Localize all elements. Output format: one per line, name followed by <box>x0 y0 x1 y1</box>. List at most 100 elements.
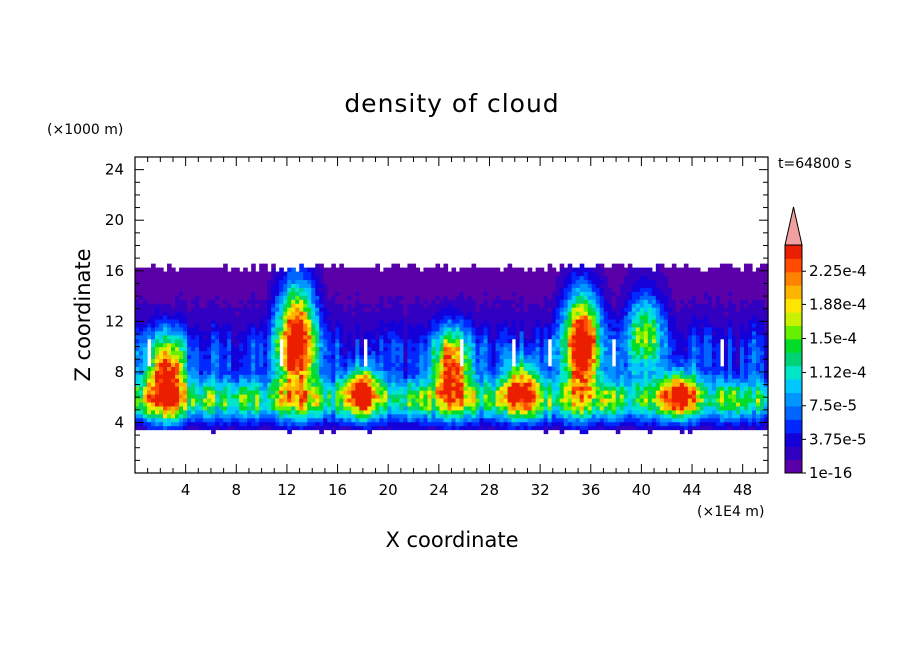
heatmap-cell <box>243 354 248 360</box>
heatmap-cell <box>507 425 513 431</box>
heatmap-cell <box>287 366 292 371</box>
heatmap-cell <box>295 334 300 340</box>
heatmap-cell <box>363 409 368 415</box>
heatmap-cell <box>379 354 384 360</box>
heatmap-cell <box>143 397 148 403</box>
heatmap-cell <box>275 358 280 363</box>
heatmap-cell <box>151 330 156 336</box>
heatmap-cell <box>139 275 144 281</box>
heatmap-cell <box>499 338 505 344</box>
heatmap-cell <box>403 267 409 273</box>
heatmap-cell <box>311 311 316 316</box>
heatmap-cell <box>363 378 368 383</box>
heatmap-cell <box>607 279 613 284</box>
heatmap-cell <box>227 346 232 352</box>
heatmap-cell <box>187 295 192 300</box>
heatmap-cell <box>427 350 433 356</box>
heatmap-cell <box>607 350 613 356</box>
heatmap-cell <box>319 271 324 277</box>
heatmap-cell <box>375 279 380 284</box>
heatmap-cell <box>435 409 441 415</box>
heatmap-cell <box>315 370 320 375</box>
heatmap-cell <box>403 279 409 284</box>
heatmap-cell <box>371 346 376 352</box>
heatmap-cell <box>415 390 421 395</box>
heatmap-cell <box>539 354 545 360</box>
heatmap-cell <box>211 401 216 407</box>
heatmap-cell <box>291 362 296 367</box>
heatmap-cell <box>559 382 565 387</box>
heatmap-cell <box>435 303 441 308</box>
heatmap-cell <box>411 366 417 371</box>
heatmap-cell <box>427 413 433 419</box>
heatmap-cell <box>551 291 557 296</box>
heatmap-cell <box>319 386 324 391</box>
heatmap-cell <box>363 330 368 336</box>
heatmap-cell <box>559 271 565 277</box>
heatmap-cell <box>615 374 621 379</box>
heatmap-cell <box>511 370 517 375</box>
heatmap-cell <box>407 263 413 269</box>
heatmap-cell <box>371 366 376 371</box>
heatmap-cell <box>459 394 465 399</box>
heatmap-cell <box>551 346 557 352</box>
heatmap-cell <box>299 338 304 344</box>
heatmap-cell <box>351 354 356 360</box>
heatmap-cell <box>515 283 521 288</box>
heatmap-cell <box>583 374 589 379</box>
heatmap-cell <box>607 326 613 332</box>
heatmap-cell <box>567 271 573 277</box>
heatmap-cell <box>407 401 413 407</box>
heatmap-cell <box>603 303 609 308</box>
heatmap-cell <box>259 366 264 371</box>
heatmap-cell <box>615 318 621 324</box>
heatmap-cell <box>519 374 525 379</box>
heatmap-cell <box>543 346 549 352</box>
heatmap-cell <box>551 397 557 403</box>
heatmap-cell <box>571 279 577 284</box>
heatmap-cell <box>251 370 256 375</box>
heatmap-cell <box>267 338 272 344</box>
heatmap-cell <box>271 350 276 356</box>
heatmap-cell <box>291 291 296 296</box>
heatmap-cell <box>159 421 164 427</box>
heatmap-cell <box>175 311 180 316</box>
heatmap-cell <box>599 322 605 328</box>
heatmap-cell <box>207 378 212 383</box>
heatmap-cell <box>547 275 553 281</box>
heatmap-cell <box>491 374 497 379</box>
heatmap-cell <box>159 342 164 348</box>
heatmap-cell <box>479 315 485 320</box>
heatmap-cell <box>467 382 473 387</box>
heatmap-cell <box>359 378 364 383</box>
heatmap-cell <box>243 382 248 387</box>
heatmap-cell <box>511 287 517 292</box>
heatmap-cell <box>267 271 272 277</box>
heatmap-cell <box>611 283 617 288</box>
heatmap-cell <box>219 362 224 367</box>
heatmap-cell <box>363 413 368 419</box>
heatmap-cell <box>543 401 549 407</box>
heatmap-cell <box>355 311 360 316</box>
heatmap-cell <box>607 425 613 431</box>
heatmap-cell <box>439 350 445 356</box>
heatmap-cell <box>283 279 288 284</box>
heatmap-cell <box>223 338 228 344</box>
heatmap-cell <box>211 350 216 356</box>
heatmap-cell <box>527 307 533 312</box>
heatmap-cell <box>431 311 437 316</box>
heatmap-cell <box>239 322 244 328</box>
heatmap-cell <box>371 417 376 423</box>
heatmap-cell <box>327 334 332 340</box>
heatmap-cell <box>359 366 364 371</box>
heatmap-cell <box>587 405 593 411</box>
heatmap-cell <box>571 370 577 375</box>
heatmap-cell <box>491 283 497 288</box>
heatmap-cell <box>523 401 529 407</box>
heatmap-cell <box>187 318 192 324</box>
heatmap-cell <box>263 342 268 348</box>
heatmap-cell <box>339 354 344 360</box>
heatmap-cell <box>523 299 529 304</box>
heatmap-cell <box>331 315 336 320</box>
heatmap-cell <box>579 417 585 423</box>
